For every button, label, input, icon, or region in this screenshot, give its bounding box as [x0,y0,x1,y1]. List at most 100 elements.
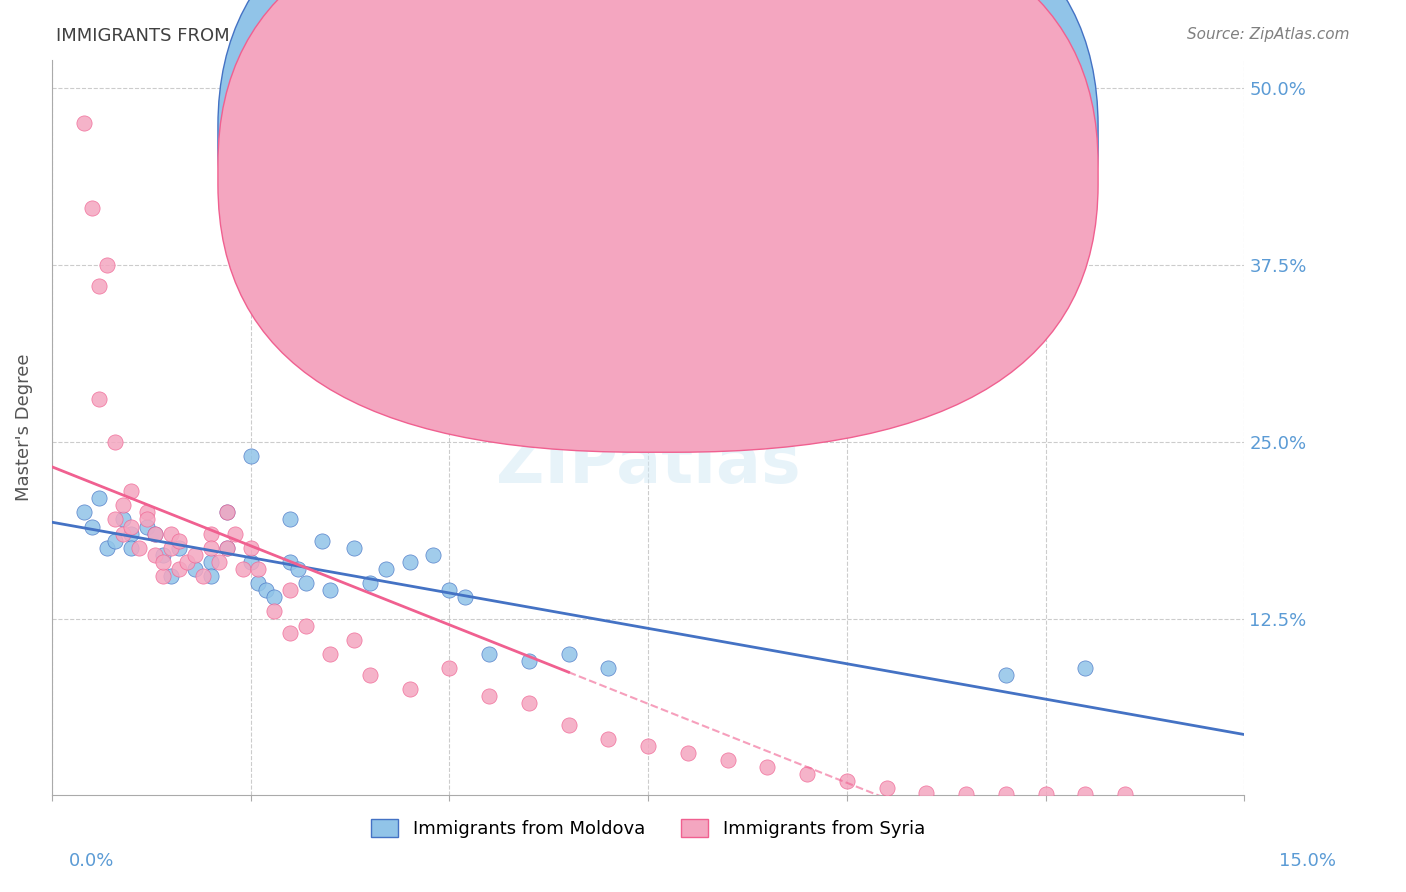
Point [191,569,214,583]
Point [89,392,111,407]
Point [152,555,174,569]
Point [278,625,301,640]
Point [359,668,381,682]
Point [295,618,318,632]
Point [557,717,579,731]
Point [160,541,183,555]
Point [89,491,111,506]
Point [120,484,142,499]
Point [343,632,366,647]
Point [215,541,238,555]
Point [184,548,207,562]
Point [374,562,396,576]
Point [136,512,159,526]
Point [80,201,103,215]
Point [1114,787,1136,801]
Point [200,541,222,555]
Point [184,562,207,576]
Point [598,661,620,675]
Point [278,583,301,598]
Point [72,116,94,130]
Point [160,526,183,541]
Point [200,555,222,569]
Point [215,505,238,519]
Text: R = -0.278    N = 60: R = -0.278 N = 60 [685,165,853,183]
Point [143,548,166,562]
Point [112,499,135,513]
Point [319,647,342,661]
Point [557,647,579,661]
Point [439,661,461,675]
Text: IMMIGRANTS FROM MOLDOVA VS IMMIGRANTS FROM SYRIA MASTER'S DEGREE CORRELATION CHA: IMMIGRANTS FROM MOLDOVA VS IMMIGRANTS FR… [56,27,970,45]
Point [454,591,477,605]
Point [1074,787,1097,801]
Point [247,576,270,591]
Point [254,583,277,598]
Point [263,604,285,618]
Point [215,505,238,519]
Point [89,279,111,293]
Point [208,555,231,569]
Point [120,519,142,533]
Point [517,697,540,711]
Point [676,746,699,760]
Point [176,555,198,569]
Point [637,739,659,753]
Point [295,576,318,591]
Point [143,526,166,541]
Point [152,569,174,583]
Point [96,258,118,272]
Point [1035,787,1057,801]
Point [319,583,342,598]
Y-axis label: Master's Degree: Master's Degree [15,354,32,501]
Point [200,569,222,583]
Point [120,541,142,555]
Point [104,434,127,449]
Point [835,774,858,789]
Point [398,555,420,569]
Point [232,562,254,576]
Point [160,569,183,583]
Point [955,787,977,801]
Text: 15.0%: 15.0% [1279,852,1336,870]
Point [915,786,938,800]
Point [239,541,262,555]
Text: 0.0%: 0.0% [69,852,114,870]
Point [311,533,333,548]
Text: R =   0.124    N = 42: R = 0.124 N = 42 [685,128,858,145]
Legend: Immigrants from Moldova, Immigrants from Syria: Immigrants from Moldova, Immigrants from… [364,812,932,846]
Point [239,555,262,569]
Point [287,562,309,576]
Point [96,541,118,555]
Point [478,647,501,661]
Point [876,781,898,796]
Point [343,541,366,555]
Text: ZIPatlas: ZIPatlas [496,432,800,498]
Point [120,526,142,541]
Point [152,548,174,562]
Point [128,541,150,555]
Point [796,767,818,781]
Point [104,512,127,526]
Point [80,519,103,533]
Text: Source: ZipAtlas.com: Source: ZipAtlas.com [1187,27,1350,42]
Point [398,682,420,697]
Point [215,541,238,555]
Point [247,562,270,576]
Point [167,562,190,576]
Point [359,576,381,591]
Point [263,591,285,605]
Point [112,512,135,526]
Point [200,526,222,541]
Point [167,533,190,548]
Point [143,526,166,541]
Point [598,731,620,746]
Point [167,541,190,555]
Point [756,760,779,774]
Point [439,583,461,598]
Point [112,526,135,541]
Point [517,654,540,668]
Point [278,555,301,569]
Point [994,787,1017,801]
Point [104,533,127,548]
